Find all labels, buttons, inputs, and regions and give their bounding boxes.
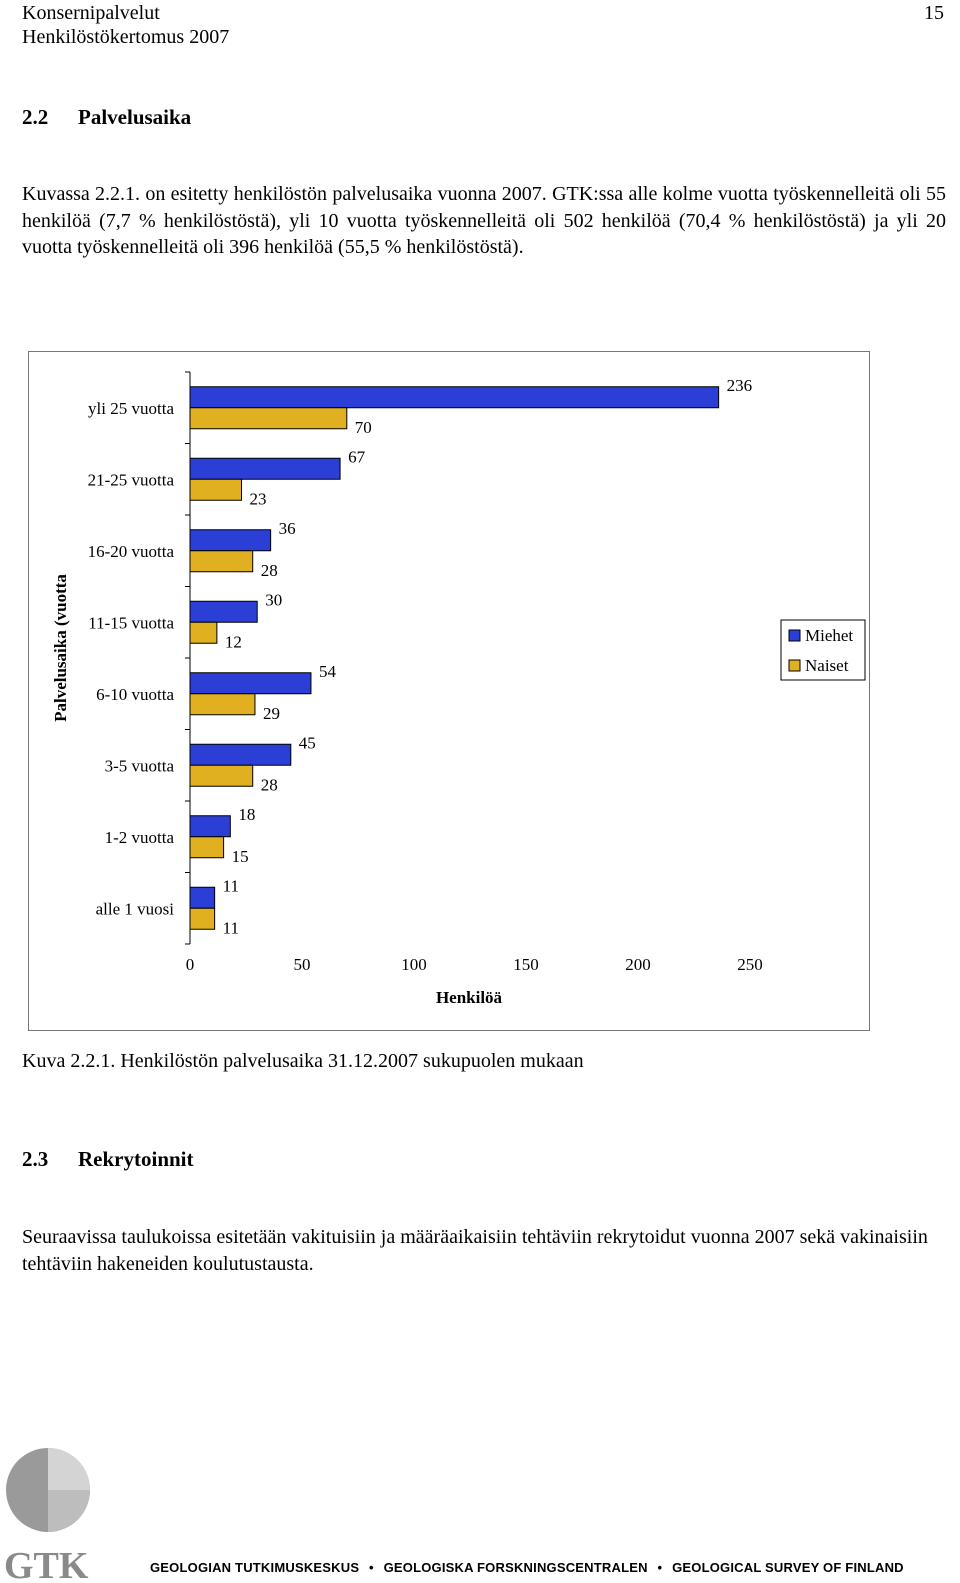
- paragraph-rekrytoinnit: Seuraavissa taulukoissa esitetään vakitu…: [22, 1226, 928, 1275]
- category-label: alle 1 vuosi: [96, 899, 175, 918]
- legend-swatch-naiset: [788, 659, 801, 672]
- bar-miehet: [189, 815, 231, 838]
- gtk-logo-text: GTK: [4, 1545, 89, 1583]
- footer-organisation-names: GEOLOGIAN TUTKIMUSKESKUS • GEOLOGISKA FO…: [150, 1560, 956, 1575]
- bar-value-label: 70: [355, 418, 372, 437]
- chart-frame: [28, 351, 870, 1031]
- bar-value-label: 67: [348, 447, 366, 466]
- category-label: yli 25 vuotta: [88, 399, 174, 418]
- section-title: Rekrytoinnit: [78, 1147, 194, 1171]
- bar-value-label: 18: [238, 805, 255, 824]
- x-tick-label: 150: [513, 955, 539, 974]
- bar-value-label: 28: [261, 775, 278, 794]
- bar-miehet: [189, 386, 720, 409]
- x-axis-title: Henkilöä: [436, 988, 503, 1007]
- bar-miehet: [189, 457, 341, 480]
- section-number: 2.2: [22, 105, 49, 129]
- bullet-separator: •: [657, 1560, 663, 1575]
- bar-value-label: 12: [225, 632, 242, 651]
- bar-naiset: [189, 621, 218, 644]
- bar-naiset: [189, 407, 348, 430]
- y-axis-title: Palvelusaika (vuotta: [51, 574, 70, 722]
- bar-value-label: 28: [261, 561, 278, 580]
- header-line-1: Konsernipalvelut: [22, 2, 160, 24]
- legend-label-naiset: Naiset: [805, 656, 849, 675]
- bar-miehet: [189, 529, 272, 552]
- bar-naiset: [189, 764, 254, 787]
- section-title: Palvelusaika: [78, 105, 192, 129]
- x-tick-label: 50: [294, 955, 311, 974]
- bullet-separator: •: [369, 1560, 374, 1575]
- bar-value-label: 236: [727, 376, 753, 395]
- bar-value-label: 45: [299, 733, 316, 752]
- bar-value-label: 15: [232, 847, 249, 866]
- category-label: 3-5 vuotta: [105, 756, 175, 775]
- x-tick-label: 100: [401, 955, 427, 974]
- category-label: 11-15 vuotta: [88, 613, 174, 632]
- figure-caption: Kuva 2.2.1. Henkilöstön palvelusaika 31.…: [22, 1050, 584, 1072]
- x-tick-label: 0: [186, 955, 195, 974]
- category-label: 16-20 vuotta: [88, 542, 175, 561]
- bar-value-label: 54: [319, 662, 337, 681]
- x-tick-label: 250: [737, 955, 763, 974]
- bar-miehet: [189, 672, 312, 695]
- bar-miehet: [189, 886, 216, 909]
- bar-miehet: [189, 600, 258, 623]
- bar-value-label: 23: [250, 489, 267, 508]
- category-label: 1-2 vuotta: [105, 828, 175, 847]
- bar-value-label: 30: [265, 590, 282, 609]
- bar-value-label: 11: [223, 876, 239, 895]
- section-heading-2-2: 2.2 Palvelusaika: [22, 105, 191, 130]
- bar-naiset: [189, 478, 243, 501]
- bar-naiset: [189, 836, 225, 859]
- org-name-fi: GEOLOGIAN TUTKIMUSKESKUS: [150, 1560, 360, 1575]
- bar-value-label: 11: [223, 918, 239, 937]
- bar-naiset: [189, 550, 254, 573]
- header-line-2: Henkilöstökertomus 2007: [22, 26, 230, 48]
- org-name-en: GEOLOGICAL SURVEY OF FINLAND: [672, 1560, 904, 1575]
- bar-value-label: 36: [279, 519, 296, 538]
- bar-naiset: [189, 907, 216, 930]
- gtk-logo-globe-cut-icon: [48, 1448, 90, 1490]
- legend-swatch-miehet: [788, 629, 801, 642]
- paragraph-palvelusaika: Kuvassa 2.2.1. on esitetty henkilöstön p…: [22, 183, 946, 258]
- x-tick-label: 200: [625, 955, 651, 974]
- bar-miehet: [189, 743, 292, 766]
- bar-value-label: 29: [263, 704, 280, 723]
- category-label: 21-25 vuotta: [88, 470, 175, 489]
- legend-label-miehet: Miehet: [805, 626, 853, 645]
- gtk-logo: GTK: [4, 1448, 90, 1583]
- section-heading-2-3: 2.3 Rekrytoinnit: [22, 1147, 194, 1172]
- bar-naiset: [189, 693, 256, 716]
- category-label: 6-10 vuotta: [96, 685, 174, 704]
- org-name-sv: GEOLOGISKA FORSKNINGSCENTRALEN: [383, 1560, 648, 1575]
- page-number: 15: [924, 2, 944, 24]
- section-number: 2.3: [22, 1147, 49, 1171]
